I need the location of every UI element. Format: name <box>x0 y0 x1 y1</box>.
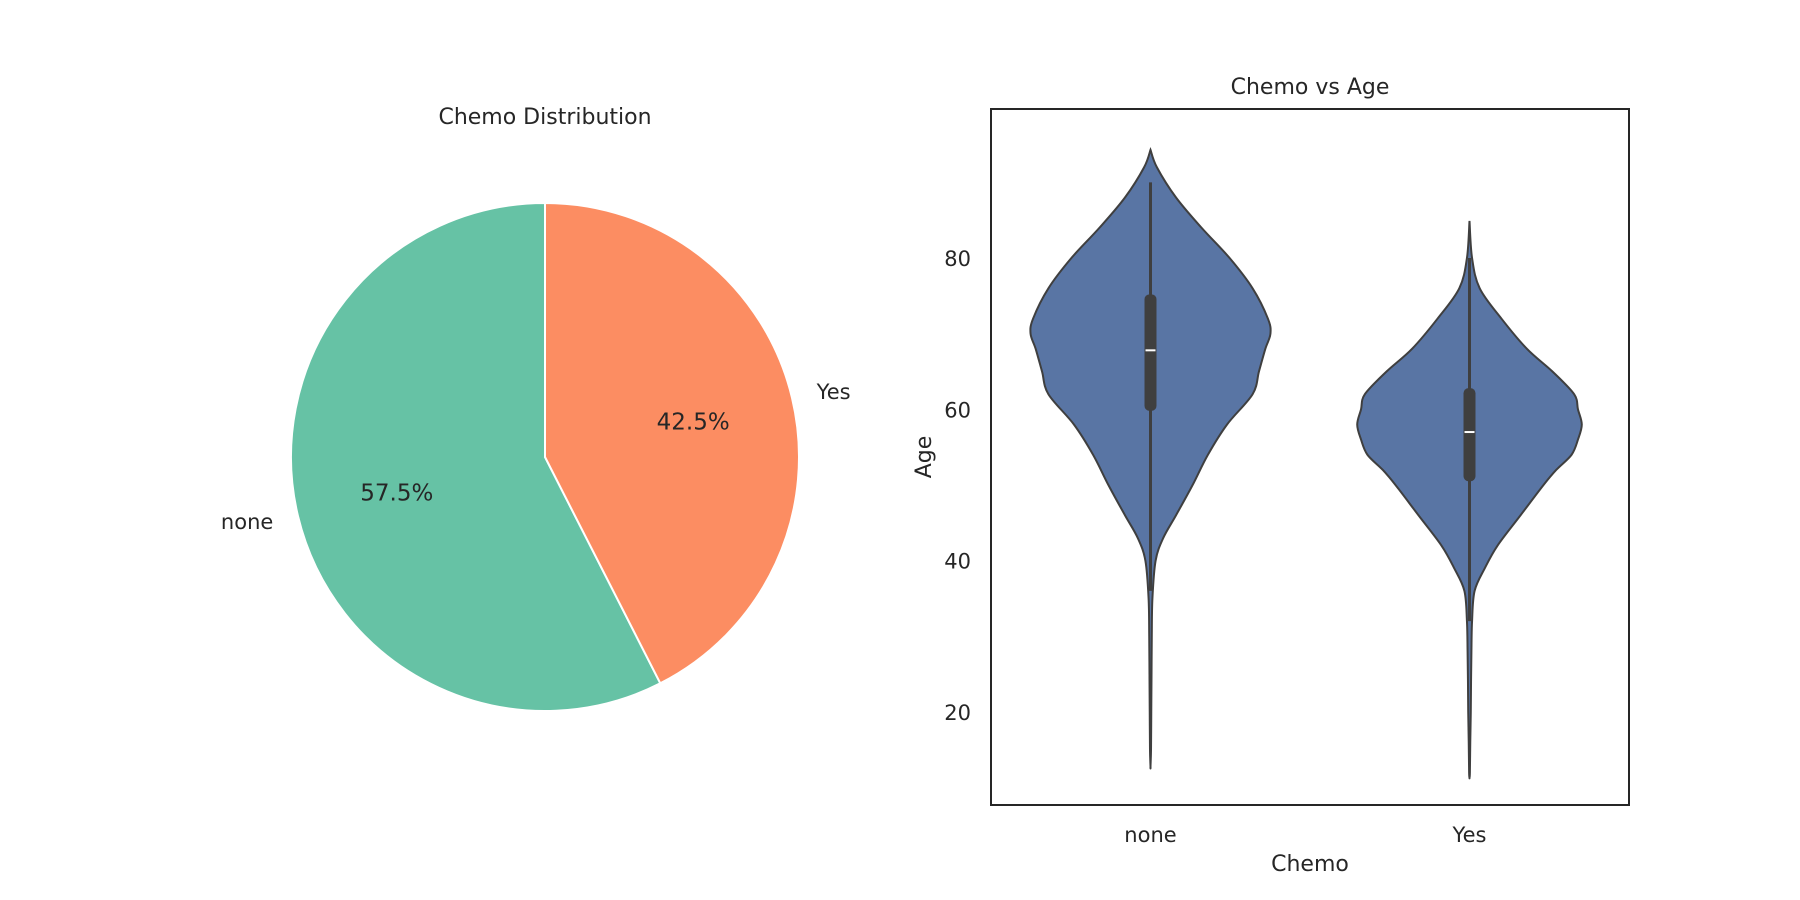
pie-labels: 57.5% none 42.5% Yes <box>221 380 851 534</box>
x-tick-label: Yes <box>1452 823 1487 847</box>
y-axis-label: Age <box>912 436 937 479</box>
pie-slice-label-none: none <box>221 510 273 534</box>
pie-slices <box>290 201 800 712</box>
x-tick-label: none <box>1124 823 1176 847</box>
violin-title: Chemo vs Age <box>1231 75 1390 100</box>
pie-slice-none <box>290 201 662 712</box>
pie-pct-label-none: 57.5% <box>360 481 433 507</box>
pie-title: Chemo Distribution <box>438 105 651 130</box>
pie-slice-yes <box>544 201 800 685</box>
y-tick-label: 20 <box>944 701 971 725</box>
pie-slice-label-yes: Yes <box>816 380 851 404</box>
pie-pct-label-yes: 42.5% <box>657 409 730 435</box>
pie-chart: Chemo Distribution 57.5% none 42.5% Yes <box>221 105 851 712</box>
x-axis-ticks: none Yes <box>1124 823 1486 847</box>
violin-bodies <box>1029 146 1583 780</box>
y-tick-label: 60 <box>944 398 971 422</box>
violin-chart: Chemo vs Age 20 40 60 80 none Yes Chemo Age <box>912 75 1630 877</box>
y-axis-ticks: 20 40 60 80 <box>944 247 971 725</box>
x-axis-label: Chemo <box>1271 852 1349 877</box>
violin-iqr-box-none <box>1144 294 1157 411</box>
y-tick-label: 80 <box>944 247 971 271</box>
plot-frame <box>990 108 1630 806</box>
violin-iqr-box-yes <box>1463 388 1476 482</box>
y-tick-label: 40 <box>944 550 971 574</box>
